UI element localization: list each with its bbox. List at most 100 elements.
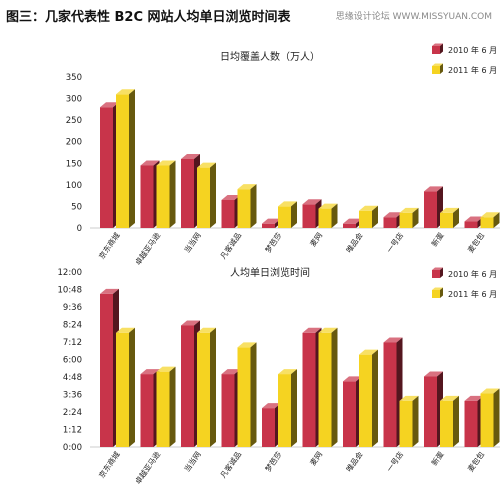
bar-top (399, 207, 419, 213)
bar-top (359, 205, 378, 211)
category-label: 梦芭莎 (263, 449, 284, 474)
category-label: 京东商城 (96, 230, 122, 261)
chart-1-title: 日均覆盖人数（万人） (220, 50, 320, 63)
bar-front (464, 221, 478, 228)
legend-swatch-side (440, 287, 443, 298)
legend-swatch (432, 66, 440, 74)
category-label: 新蛋 (429, 449, 446, 467)
bar-top (359, 349, 378, 355)
bar-front (440, 212, 453, 228)
bar-top (156, 160, 176, 166)
bar-top (302, 327, 322, 333)
bar-top (156, 366, 176, 372)
bar-front (156, 371, 170, 447)
y-tick-label: 250 (66, 116, 82, 126)
bar-top (440, 207, 459, 213)
category-label: 当当网 (182, 449, 203, 473)
bar-front (399, 400, 413, 447)
category-label: 梦芭莎 (263, 230, 284, 255)
bar-side (331, 327, 338, 447)
legend-swatch (432, 270, 440, 278)
bar-side (412, 395, 419, 447)
bar-side (250, 342, 257, 447)
category-label: 卓越亚马逊 (132, 449, 162, 486)
bar-front (383, 342, 397, 447)
legend-label: 2010 年 6 月 (448, 45, 497, 55)
bar-front (116, 94, 129, 228)
y-tick-label: 6:00 (63, 356, 82, 366)
bar-side (412, 207, 419, 228)
bar-side (129, 327, 135, 447)
bar-front (181, 325, 194, 447)
watermark-text: 思缘设计论坛 WWW.MISSYUAN.COM (335, 12, 492, 22)
bar-top (140, 160, 160, 166)
y-tick-label: 1:12 (63, 426, 82, 436)
bar-top (221, 194, 241, 200)
category-label: 一号店 (384, 230, 405, 255)
bar-front (440, 400, 453, 447)
bar-front (237, 189, 251, 228)
bar-front (221, 374, 235, 447)
bar-front (318, 332, 332, 447)
category-label: 凡客诚品 (218, 230, 243, 260)
bar-top (100, 288, 119, 294)
category-label: 京东商城 (96, 449, 122, 480)
bar-side (372, 349, 378, 447)
bar-front (424, 376, 437, 447)
bar-front (464, 400, 478, 447)
page-title: 图三：几家代表性 B2C 网站人均单日浏览时间表 (6, 10, 291, 25)
chart-2-title: 人均单日浏览时间 (230, 266, 310, 279)
bar-top (464, 216, 484, 222)
bar-top (383, 337, 403, 343)
category-label: 麦网 (307, 230, 324, 248)
bar-side (210, 327, 216, 447)
bar-top (278, 201, 297, 207)
bar-top (237, 342, 257, 348)
bar-top (181, 320, 200, 326)
legend-swatch-side (440, 43, 443, 54)
bar-top (343, 376, 362, 382)
bar-front (262, 408, 275, 447)
y-tick-label: 200 (66, 138, 82, 148)
legend-label: 2011 年 6 月 (448, 289, 497, 299)
bar-top (181, 153, 200, 159)
bar-top (480, 212, 500, 218)
bar-side (169, 366, 176, 447)
legend-swatch-top (432, 287, 443, 290)
bar-top (424, 371, 443, 377)
category-label: 新蛋 (429, 230, 446, 248)
y-tick-label: 0 (77, 224, 82, 234)
bar-top (302, 199, 322, 205)
bar-front (197, 332, 210, 447)
bar-front (359, 354, 372, 447)
bar-top (197, 327, 216, 333)
bar-side (129, 89, 135, 228)
bar-top (440, 395, 459, 401)
bar-front (278, 374, 291, 447)
bar-top (424, 186, 443, 192)
bar-front (359, 210, 372, 228)
category-label: 当当网 (182, 230, 203, 254)
legend-label: 2011 年 6 月 (448, 65, 497, 75)
y-tick-label: 4:48 (63, 373, 82, 383)
bar-side (250, 184, 257, 228)
bar-side (210, 162, 216, 228)
y-tick-label: 2:24 (63, 408, 82, 418)
bar-front (237, 347, 251, 447)
legend-swatch-top (432, 43, 443, 46)
legend-swatch-side (440, 267, 443, 278)
bar-front (383, 217, 397, 228)
bar-front (140, 165, 154, 228)
y-tick-label: 150 (66, 159, 82, 169)
bar-top (343, 218, 362, 224)
category-label: 一号店 (384, 449, 405, 474)
bar-front (116, 332, 129, 447)
bar-front (480, 393, 494, 447)
category-label: 卓越亚马逊 (132, 230, 162, 267)
y-tick-label: 100 (66, 181, 82, 191)
bar-front (343, 223, 356, 228)
bar-top (480, 388, 500, 394)
bar-front (278, 206, 291, 228)
